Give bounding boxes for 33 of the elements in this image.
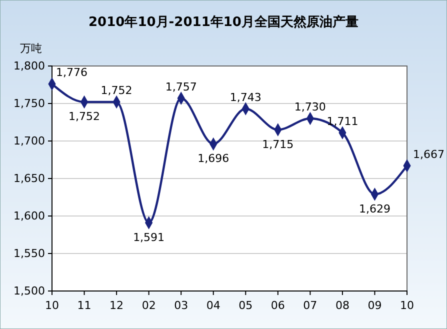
x-tick-label: 11 xyxy=(77,299,92,312)
data-label: 1,667 xyxy=(413,148,444,161)
y-tick-label: 1,750 xyxy=(14,97,45,110)
data-label: 1,752 xyxy=(100,84,132,97)
chart-title: 2010年10月-2011年10月全国天然原油产量 xyxy=(88,14,358,30)
y-tick-label: 1,600 xyxy=(14,210,45,223)
data-label: 1,715 xyxy=(262,138,294,151)
x-tick-label: 10 xyxy=(45,299,59,312)
data-label: 1,757 xyxy=(165,80,197,94)
x-tick-label: 05 xyxy=(238,299,253,312)
data-label: 1,591 xyxy=(133,230,165,244)
x-tick-label: 09 xyxy=(368,299,382,312)
x-tick-label: 08 xyxy=(335,299,350,312)
x-tick-label: 03 xyxy=(174,299,188,312)
y-axis-title: 万吨 xyxy=(20,42,42,55)
data-label: 1,776 xyxy=(56,66,88,79)
y-tick-label: 1,500 xyxy=(14,284,45,298)
y-tick-label: 1,650 xyxy=(14,172,45,186)
data-label: 1,711 xyxy=(326,114,358,128)
x-tick-label: 07 xyxy=(303,299,318,312)
x-tick-label: 04 xyxy=(206,299,220,312)
x-tick-label: 12 xyxy=(110,299,124,312)
x-tick-label: 06 xyxy=(270,299,285,312)
data-label: 1,730 xyxy=(294,100,326,114)
y-tick-label: 1,550 xyxy=(14,247,45,260)
x-tick-label: 02 xyxy=(142,299,156,312)
x-tick-label: 10 xyxy=(400,299,414,312)
y-tick-label: 1,800 xyxy=(14,60,45,73)
data-label: 1,752 xyxy=(68,110,100,123)
data-label: 1,696 xyxy=(198,152,230,165)
y-tick-label: 1,700 xyxy=(14,134,45,148)
data-label: 1,629 xyxy=(358,202,390,216)
data-label: 1,743 xyxy=(230,90,262,104)
